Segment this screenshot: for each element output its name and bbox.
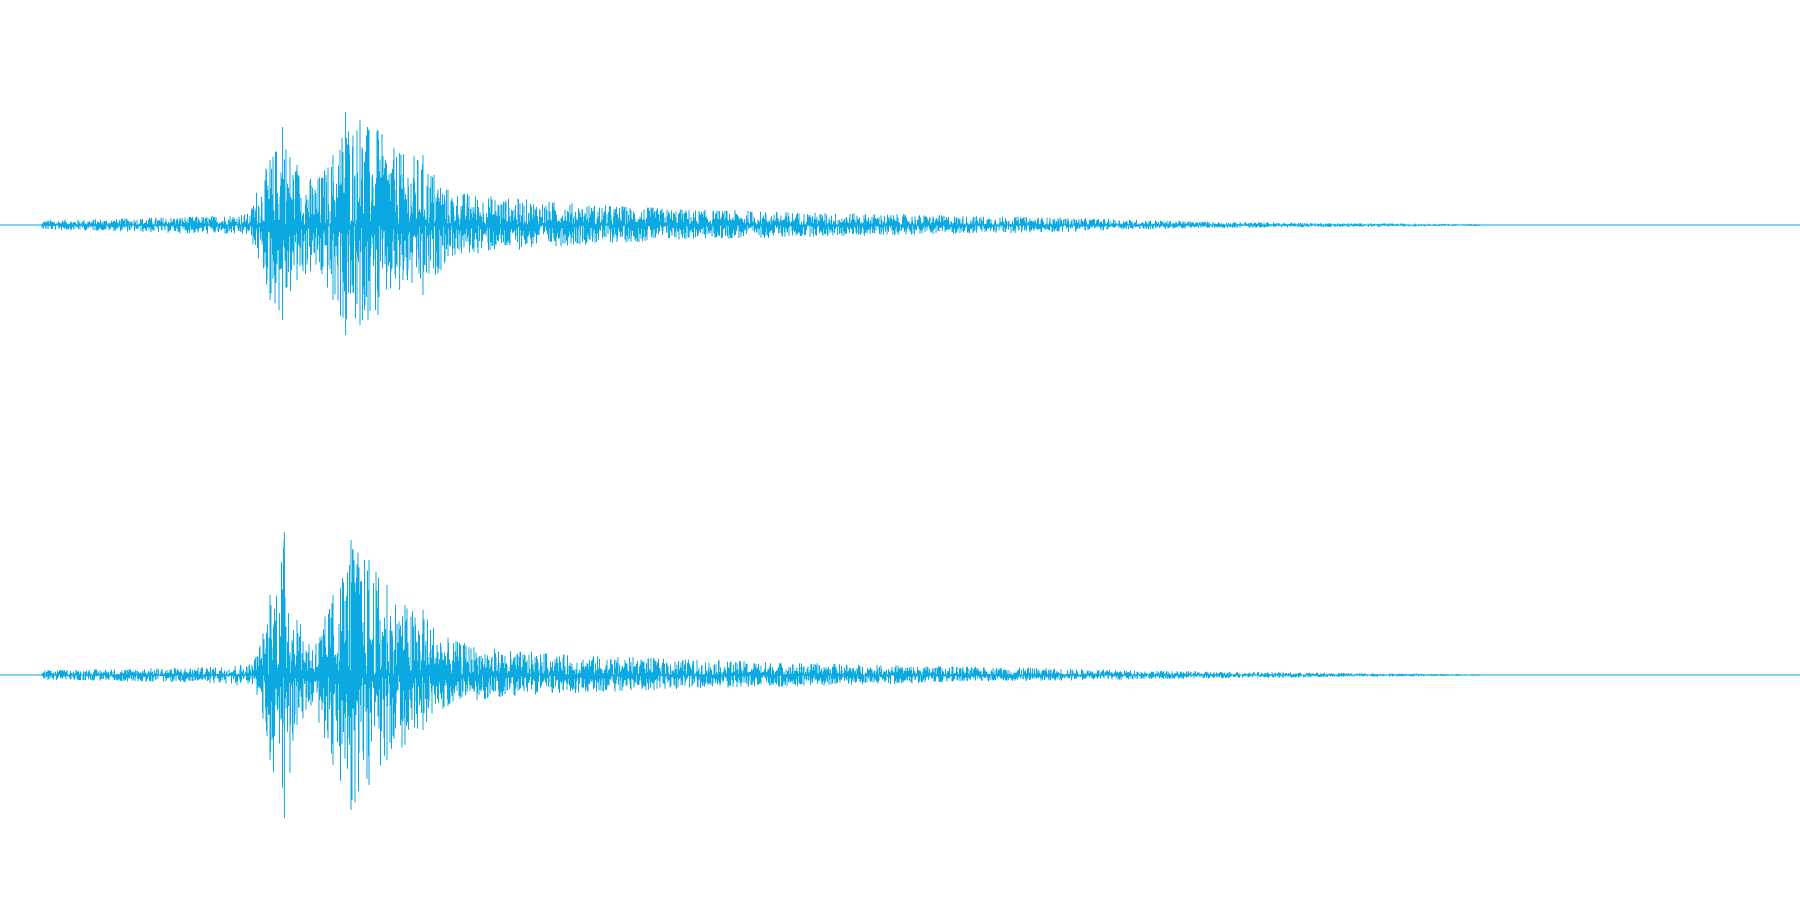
channel-1-waveform — [0, 112, 1800, 335]
channel-1-signal — [41, 112, 1492, 335]
channel-2-signal — [41, 532, 1493, 818]
channel-2-waveform — [0, 532, 1800, 818]
